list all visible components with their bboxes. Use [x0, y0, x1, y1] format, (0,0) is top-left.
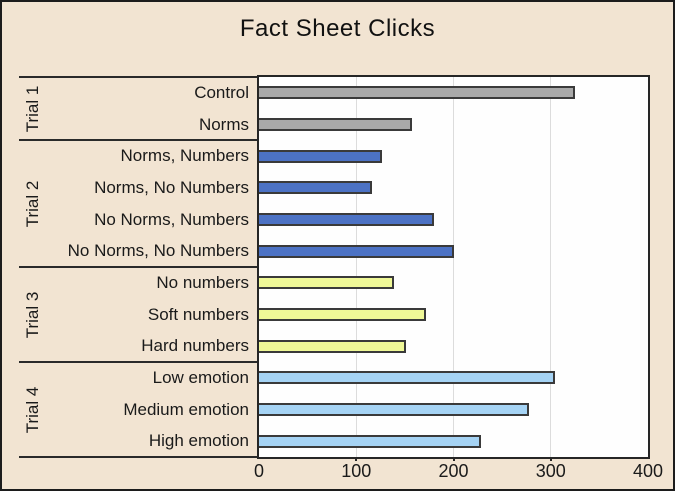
bar-norms-numbers — [259, 149, 382, 163]
chart-title: Fact Sheet Clicks — [239, 15, 436, 42]
bar-norms — [259, 118, 412, 131]
group-separator — [19, 139, 259, 142]
x-tick-mark-200 — [452, 457, 455, 461]
plot-area — [257, 75, 650, 459]
group-label-trial-4: Trial 4 — [23, 386, 42, 433]
x-tick-label-0: 0 — [253, 461, 264, 481]
bar-medium-emotion — [259, 403, 530, 416]
category-label-control: Control — [194, 83, 249, 102]
group-label-trial-1: Trial 1 — [23, 85, 42, 132]
x-tick-label-100: 100 — [341, 461, 372, 481]
category-label-low-emotion: Low emotion — [152, 368, 249, 387]
bar-norms-no-numbers — [259, 181, 372, 195]
group-label-trial-3: Trial 3 — [23, 291, 42, 338]
bar-low-emotion — [259, 371, 555, 385]
bar-no-norms-no-numbers — [259, 244, 454, 258]
bar-high-emotion — [259, 434, 481, 448]
x-tick-label-200: 200 — [438, 461, 469, 481]
category-label-no-norms-numbers: No Norms, Numbers — [94, 209, 249, 229]
category-label-medium-emotion: Medium emotion — [123, 399, 249, 419]
bar-hard-numbers — [259, 339, 406, 353]
bar-no-norms-numbers — [259, 213, 435, 226]
x-tick-mark-100 — [355, 457, 358, 461]
category-label-norms: Norms — [198, 114, 249, 134]
x-tick-mark-300 — [549, 457, 552, 461]
label-area-bottom-line — [19, 456, 259, 458]
gridline-100 — [355, 77, 357, 457]
group-separator — [19, 266, 259, 268]
bar-soft-numbers — [259, 308, 427, 321]
x-tick-label-300: 300 — [535, 461, 566, 481]
label-area-top-line — [19, 76, 259, 78]
bar-control — [259, 86, 576, 100]
category-label-no-numbers: No numbers — [156, 273, 249, 292]
x-tick-label-400: 400 — [632, 461, 664, 481]
category-label-no-norms-no-numbers: No Norms, No Numbers — [67, 241, 249, 261]
group-separator — [19, 361, 259, 363]
category-label-norms-no-numbers: Norms, No Numbers — [94, 178, 249, 197]
group-label-trial-2: Trial 2 — [23, 180, 42, 227]
category-label-norms-numbers: Norms, Numbers — [120, 146, 249, 166]
category-label-soft-numbers: Soft numbers — [147, 304, 249, 324]
bar-no-numbers — [259, 276, 395, 290]
gridline-300 — [550, 77, 552, 457]
gridline-200 — [453, 77, 454, 457]
category-label-high-emotion: High emotion — [148, 431, 249, 451]
category-label-hard-numbers: Hard numbers — [141, 336, 249, 356]
